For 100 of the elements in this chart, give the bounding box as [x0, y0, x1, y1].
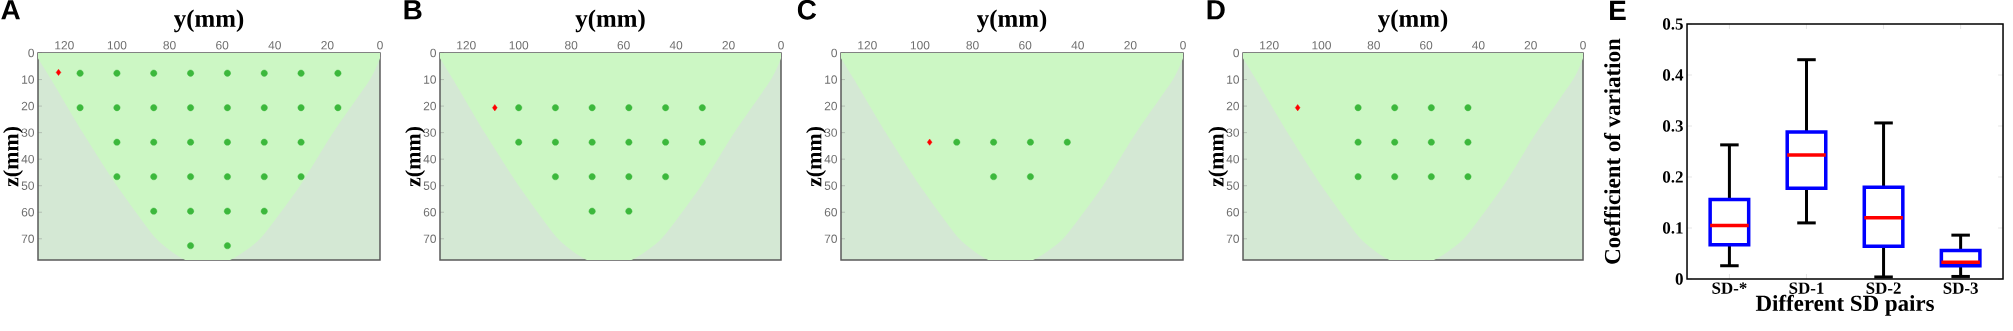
point: [1427, 138, 1435, 146]
x-tick-label: 20: [1524, 41, 1537, 50]
x-axis-title: Different SD pairs: [1755, 294, 1934, 316]
y-tick-label: 20: [824, 101, 838, 111]
x-axis-title: y(mm): [173, 9, 244, 33]
x-tick-label: 0: [1180, 41, 1186, 50]
x-tick-label: SD-*: [1712, 282, 1747, 294]
y-tick-label: 10: [424, 75, 437, 84]
y-tick-label: 20: [21, 101, 35, 111]
y-tick-label: 30: [1226, 128, 1240, 137]
point: [588, 207, 596, 215]
point: [552, 138, 559, 146]
point: [698, 104, 706, 112]
y-tick-label: 70: [423, 234, 437, 243]
point: [1464, 173, 1472, 181]
point: [662, 138, 669, 146]
point: [552, 173, 559, 181]
point: [113, 69, 121, 77]
point: [260, 69, 268, 77]
x-tick-label: 60: [216, 41, 229, 50]
point: [625, 173, 633, 181]
point: [113, 104, 121, 112]
point: [297, 138, 305, 146]
point: [260, 104, 268, 112]
point: [515, 104, 523, 112]
y-tick-label: 60: [21, 208, 35, 217]
x-tick-label: 100: [910, 41, 930, 50]
x-tick-label: 80: [1367, 41, 1380, 50]
point: [625, 207, 633, 215]
x-axis-title: y(mm): [976, 9, 1047, 33]
point: [492, 104, 498, 112]
y-axis-title: z(mm): [405, 127, 426, 187]
x-axis-title: y(mm): [1377, 9, 1448, 33]
x-tick-label: 0: [778, 41, 784, 50]
point: [1391, 138, 1399, 146]
x-tick-label: 40: [1472, 41, 1485, 50]
y-tick-label: 50: [1226, 181, 1240, 190]
point: [1295, 104, 1301, 112]
x-tick-label: 20: [1124, 41, 1137, 50]
y-tick-label: 50: [21, 181, 35, 190]
x-tick-label: 60: [1019, 41, 1032, 50]
x-tick-label: 60: [1420, 41, 1433, 50]
x-tick-label: 20: [722, 41, 735, 50]
y-tick-label: 40: [423, 154, 437, 164]
point: [187, 69, 194, 77]
y-tick-label: 20: [1226, 101, 1240, 111]
point: [1427, 104, 1435, 112]
x-tick-label: SD-1: [1789, 282, 1824, 294]
x-tick-label: 100: [509, 41, 529, 50]
y-tick-label: 60: [1226, 208, 1240, 217]
point: [224, 104, 231, 112]
point: [1464, 138, 1472, 146]
point: [1354, 173, 1362, 181]
y-tick-label: 60: [423, 208, 437, 217]
y-tick-label: 0: [430, 48, 437, 58]
y-tick-label: 60: [824, 208, 838, 217]
x-tick-label: 120: [55, 41, 74, 50]
y-tick-label: 0: [28, 48, 35, 58]
y-tick-label: 30: [423, 128, 437, 137]
point: [297, 69, 305, 77]
point: [113, 173, 121, 181]
chart-title: A: [1, 0, 20, 20]
point: [224, 173, 231, 181]
y-tick-label: 0: [1233, 48, 1240, 58]
y-tick-label: 30: [21, 128, 35, 137]
point: [187, 104, 194, 112]
x-tick-label: 0: [377, 41, 383, 50]
y-tick-label: 40: [824, 154, 838, 164]
point: [1391, 173, 1399, 181]
point: [260, 138, 268, 146]
point: [552, 104, 559, 112]
x-axis-title: y(mm): [575, 9, 645, 33]
point: [150, 104, 158, 112]
point: [662, 173, 669, 181]
y-axis-title: z(mm): [806, 127, 826, 187]
point: [297, 104, 305, 112]
point: [224, 138, 231, 146]
x-tick-label: 120: [858, 41, 877, 50]
point: [150, 173, 158, 181]
point: [625, 104, 633, 112]
point: [334, 104, 342, 112]
point: [698, 138, 706, 146]
point: [76, 104, 84, 112]
y-tick-label: 40: [21, 154, 35, 164]
x-tick-label: 60: [617, 41, 630, 50]
x-tick-label: 40: [669, 41, 683, 50]
point: [662, 104, 669, 112]
chart-title: D: [1207, 0, 1225, 20]
y-tick-label: 30: [824, 128, 838, 137]
point: [1391, 104, 1399, 112]
x-tick-label: 100: [107, 41, 127, 50]
y-tick-label: 70: [21, 234, 35, 243]
point: [297, 173, 305, 181]
y-tick-label: 0.4: [1662, 69, 1684, 81]
y-tick-label: 10: [1227, 75, 1240, 84]
y-tick-label: 10: [22, 75, 35, 84]
x-tick-label: 20: [321, 41, 334, 50]
point: [588, 173, 596, 181]
point: [113, 138, 121, 146]
point: [625, 138, 633, 146]
